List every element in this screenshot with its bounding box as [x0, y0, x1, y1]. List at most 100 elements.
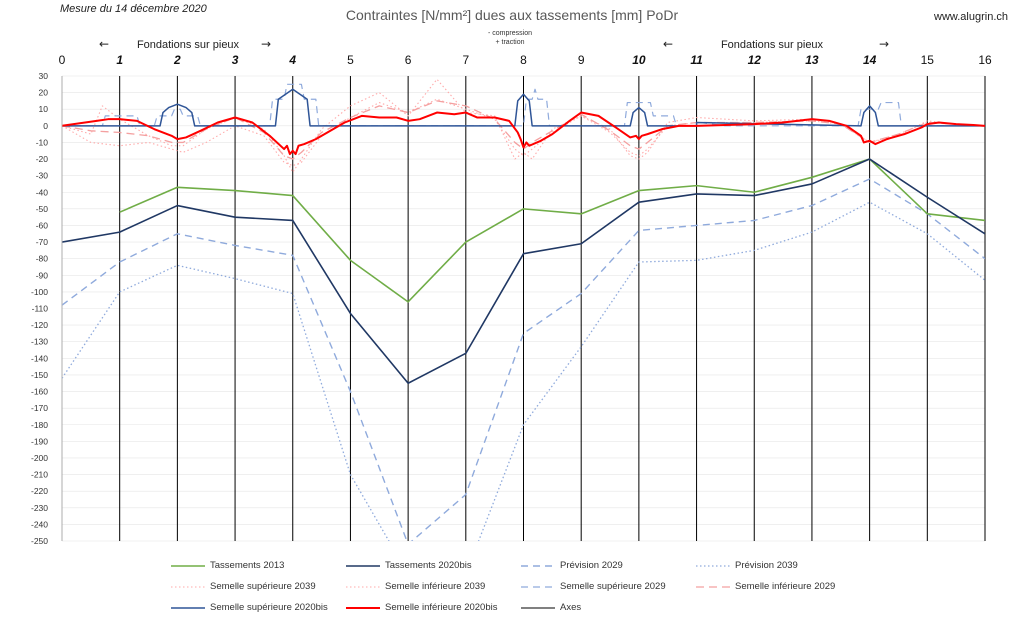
legend-swatch [171, 606, 205, 609]
y-tick-label: -110 [32, 304, 49, 314]
legend-swatch [346, 564, 380, 567]
axis-label: 12 [748, 53, 762, 67]
legend-item: Axes [520, 602, 581, 613]
y-tick-label: -220 [31, 486, 48, 496]
legend-label: Prévision 2029 [560, 560, 623, 571]
legend-swatch [521, 585, 555, 588]
y-tick-label: -170 [31, 403, 48, 413]
chart-title: Contraintes [N/mm²] dues aux tassements … [346, 7, 679, 23]
legend-swatch [696, 564, 730, 567]
legend-label: Semelle inférieure 2020bis [385, 602, 498, 613]
legend-item: Semelle inférieure 2020bis [345, 602, 497, 613]
axis-label: 2 [173, 53, 181, 67]
legend-item: Prévision 2029 [520, 560, 623, 571]
legend-label: Tassements 2020bis [385, 560, 472, 571]
legend-item: Semelle supérieure 2039 [170, 581, 316, 592]
y-tick-label: 30 [39, 71, 49, 81]
axis-label: 11 [690, 53, 703, 67]
axis-label: 9 [578, 53, 585, 67]
arrow-left-2: ← [663, 37, 673, 51]
arrow-left-1: ← [99, 37, 109, 51]
y-tick-label: -250 [31, 536, 48, 546]
y-tick-label: -30 [36, 171, 49, 181]
axis-label: 13 [805, 53, 819, 67]
legend-label: Tassements 2013 [210, 560, 285, 571]
legend-swatch [696, 585, 730, 588]
y-tick-label: 0 [43, 121, 48, 131]
series-line [62, 158, 985, 385]
legend-label: Semelle supérieure 2029 [560, 581, 666, 592]
legend-label: Semelle inférieure 2039 [385, 581, 486, 592]
y-tick-label: -60 [36, 220, 49, 230]
y-tick-label: -180 [31, 420, 48, 430]
note-traction: + traction [496, 39, 525, 46]
y-tick-label: -20 [36, 154, 49, 164]
legend-item: Semelle inférieure 2039 [345, 581, 485, 592]
measure-date: Mesure du 14 décembre 2020 [60, 3, 208, 15]
axis-label: 1 [116, 53, 123, 67]
series-line [62, 178, 985, 541]
series-group [62, 78, 985, 541]
foundations-label-right: Fondations sur pieux [721, 39, 824, 51]
y-tick-label: -10 [36, 137, 49, 147]
axis-label: 16 [978, 53, 992, 67]
axis-label: 8 [520, 53, 527, 67]
structural-axes: 0 1 2 3 4 5 6 7 8 9 10 11 12 13 14 15 16 [59, 53, 992, 541]
y-tick-label: -160 [31, 387, 48, 397]
legend-item: Semelle inférieure 2029 [695, 581, 835, 592]
legend-swatch [171, 585, 205, 588]
legend-label: Semelle inférieure 2029 [735, 581, 836, 592]
axis-label: 10 [632, 53, 646, 67]
axis-label: 5 [347, 53, 354, 67]
y-tick-label: 10 [39, 104, 49, 114]
y-tick-label: -150 [31, 370, 48, 380]
series-line [62, 201, 985, 541]
y-tick-label: -130 [31, 337, 48, 347]
legend-item: Prévision 2039 [695, 560, 798, 571]
axis-label: 3 [232, 53, 239, 67]
series-line [62, 78, 985, 173]
y-tick-label: -230 [31, 503, 48, 513]
axis-label: 4 [288, 53, 296, 67]
y-tick-label: -90 [36, 270, 49, 280]
legend-item: Tassements 2020bis [345, 560, 472, 571]
series-line [119, 158, 985, 303]
website: www.alugrin.ch [933, 11, 1008, 23]
axis-label: 15 [921, 53, 935, 67]
y-tick-label: -120 [31, 320, 48, 330]
y-tick-label: -80 [36, 254, 49, 264]
y-tick-label: -210 [31, 470, 48, 480]
legend-swatch [521, 564, 555, 567]
legend-item: Semelle supérieure 2020bis [170, 602, 328, 613]
legend-swatch [521, 607, 555, 608]
legend-item: Tassements 2013 [170, 560, 284, 571]
y-tick-label: -240 [31, 519, 48, 529]
y-tick-label: -50 [36, 204, 49, 214]
foundations-label-left: Fondations sur pieux [137, 39, 240, 51]
legend-label: Semelle supérieure 2020bis [210, 602, 328, 613]
y-tick-label: -140 [31, 353, 48, 363]
y-tick-label: -200 [31, 453, 48, 463]
y-tick-label: 20 [39, 88, 49, 98]
legend-swatch [346, 606, 380, 609]
y-tick-label: -40 [36, 187, 49, 197]
legend-label: Prévision 2039 [735, 560, 798, 571]
axis-label: 7 [462, 53, 469, 67]
axis-label: 14 [863, 53, 877, 67]
axis-label: 0 [59, 53, 66, 67]
y-tick-labels: 30 20 10 0 -10 -20 -30 -40 -50 -60 -70 -80 -90 -100 -1… [31, 71, 48, 546]
legend-label: Axes [560, 602, 582, 613]
y-tick-label: -70 [36, 237, 49, 247]
y-tick-label: -190 [31, 436, 48, 446]
series-line [62, 111, 985, 156]
note-compression: - compression [488, 30, 532, 37]
arrow-right-2: → [879, 37, 889, 51]
legend-label: Semelle supérieure 2039 [210, 581, 316, 592]
legend-item: Semelle supérieure 2029 [520, 581, 666, 592]
legend-swatch [346, 585, 380, 588]
series-line [62, 88, 985, 127]
legend-swatch [171, 564, 205, 567]
arrow-right-1: → [261, 37, 271, 51]
axis-label: 6 [405, 53, 412, 67]
